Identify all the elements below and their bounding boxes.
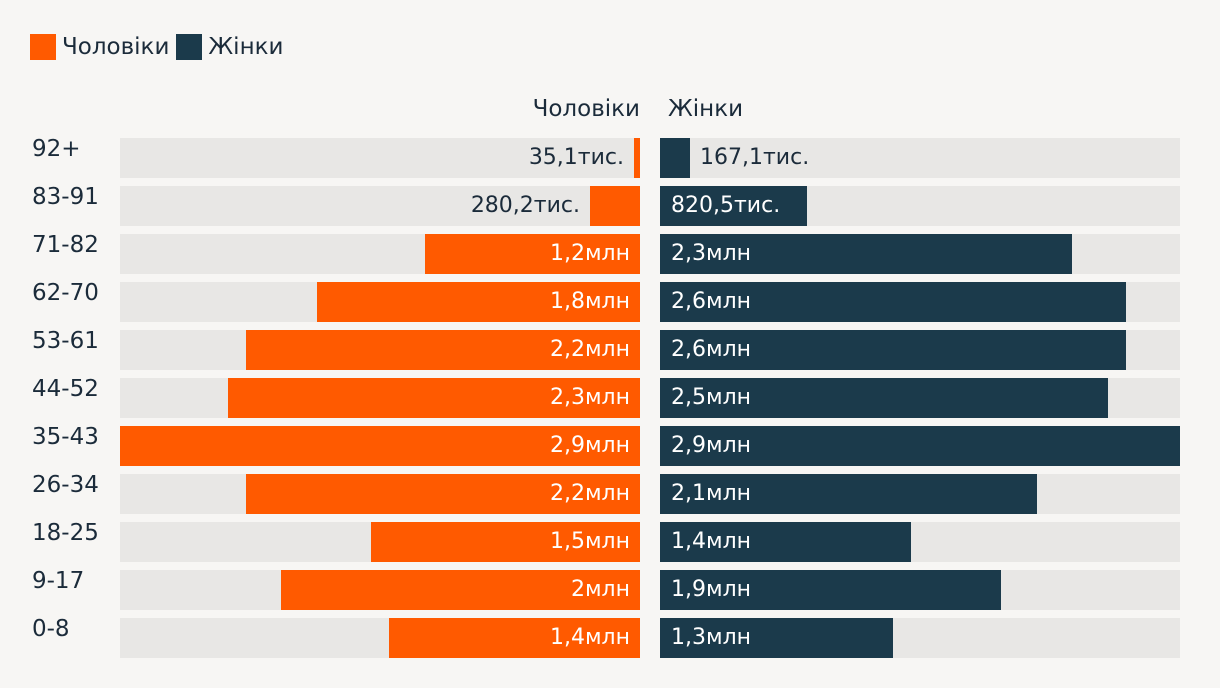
bar-track-men: 2,2млн [120, 330, 640, 370]
value-label-women: 2,6млн [671, 337, 752, 362]
chart-row: 26-34 2,2млн 2,1млн [0, 472, 1220, 514]
bar-men [317, 282, 640, 322]
value-label-men: 2,9млн [549, 433, 630, 458]
bar-track-women: 2,5млн [660, 378, 1180, 418]
bar-track-men: 1,5млн [120, 522, 640, 562]
bar-track-women: 167,1тис. [660, 138, 1180, 178]
bar-track-men: 1,8млн [120, 282, 640, 322]
bar-men [634, 138, 640, 178]
bar-track-women: 2,1млн [660, 474, 1180, 514]
bar-men [389, 618, 640, 658]
legend-swatch-women [176, 34, 203, 60]
bar-track-men: 2млн [120, 570, 640, 610]
value-label-women: 2,9млн [671, 433, 752, 458]
chart-row: 92+ 35,1тис. 167,1тис. [0, 136, 1220, 178]
legend: Чоловіки Жінки [30, 34, 290, 60]
age-group-label: 35-43 [32, 424, 99, 450]
bar-women [660, 234, 1072, 274]
value-label-men: 2,2млн [549, 481, 630, 506]
bar-track-women: 1,4млн [660, 522, 1180, 562]
age-group-label: 71-82 [32, 232, 99, 258]
bar-track-women: 2,6млн [660, 330, 1180, 370]
bar-track-men: 280,2тис. [120, 186, 640, 226]
bar-track-women: 820,5тис. [660, 186, 1180, 226]
bar-men [246, 330, 640, 370]
value-label-men: 1,2млн [549, 241, 630, 266]
legend-swatch-men [30, 34, 56, 60]
bar-women [660, 426, 1180, 466]
bar-men [425, 234, 640, 274]
bar-track-women: 1,9млн [660, 570, 1180, 610]
bar-men [246, 474, 640, 514]
age-group-label: 62-70 [32, 280, 99, 306]
value-label-women: 1,4млн [671, 529, 752, 554]
value-label-women: 1,3млн [671, 625, 752, 650]
bar-track-women: 2,9млн [660, 426, 1180, 466]
age-group-label: 83-91 [32, 184, 99, 210]
bar-men [120, 426, 640, 466]
bar-track-men: 35,1тис. [120, 138, 640, 178]
bar-men [371, 522, 640, 562]
chart-row: 53-61 2,2млн 2,6млн [0, 328, 1220, 370]
value-label-men: 2,2млн [549, 337, 630, 362]
value-label-women: 1,9млн [671, 577, 752, 602]
bar-men [281, 570, 640, 610]
chart-row: 71-82 1,2млн 2,3млн [0, 232, 1220, 274]
legend-label-women: Жінки [208, 34, 284, 60]
chart-row: 62-70 1,8млн 2,6млн [0, 280, 1220, 322]
value-label-men: 2млн [570, 577, 630, 602]
bar-men [590, 186, 640, 226]
bar-track-men: 2,3млн [120, 378, 640, 418]
bar-women [660, 186, 807, 226]
value-label-men: 1,4млн [549, 625, 630, 650]
legend-item-women: Жінки [176, 34, 283, 60]
bar-track-women: 1,3млн [660, 618, 1180, 658]
bar-women [660, 138, 690, 178]
bar-track-men: 1,2млн [120, 234, 640, 274]
bar-women [660, 570, 1001, 610]
bar-track-men: 2,2млн [120, 474, 640, 514]
legend-item-men: Чоловіки [30, 34, 169, 60]
chart-row: 83-91 280,2тис. 820,5тис. [0, 184, 1220, 226]
age-group-label: 0-8 [32, 616, 70, 642]
bar-women [660, 378, 1108, 418]
bar-women [660, 474, 1037, 514]
value-label-men: 2,3млн [549, 385, 630, 410]
age-group-label: 9-17 [32, 568, 85, 594]
bar-track-women: 2,3млн [660, 234, 1180, 274]
bar-men [228, 378, 640, 418]
value-label-women: 2,1млн [671, 481, 752, 506]
bar-track-women: 2,6млн [660, 282, 1180, 322]
age-group-label: 92+ [32, 136, 81, 162]
age-group-label: 18-25 [32, 520, 99, 546]
chart-row: 9-17 2млн 1,9млн [0, 568, 1220, 610]
column-header-men: Чоловіки [532, 96, 640, 122]
value-label-men: 1,8млн [549, 289, 630, 314]
age-group-label: 44-52 [32, 376, 99, 402]
bar-track-men: 1,4млн [120, 618, 640, 658]
bar-women [660, 618, 893, 658]
value-label-men: 1,5млн [549, 529, 630, 554]
bar-women [660, 282, 1126, 322]
value-label-men: 35,1тис. [528, 145, 624, 170]
age-group-label: 26-34 [32, 472, 99, 498]
bar-women [660, 522, 911, 562]
value-label-women: 820,5тис. [671, 193, 781, 218]
value-label-women: 2,6млн [671, 289, 752, 314]
column-header-women: Жінки [668, 96, 744, 122]
legend-label-men: Чоловіки [62, 34, 170, 60]
value-label-men: 280,2тис. [470, 193, 580, 218]
chart-row: 0-8 1,4млн 1,3млн [0, 616, 1220, 658]
chart-row: 44-52 2,3млн 2,5млн [0, 376, 1220, 418]
value-label-women: 167,1тис. [700, 145, 810, 170]
value-label-women: 2,3млн [671, 241, 752, 266]
bar-track-men: 2,9млн [120, 426, 640, 466]
age-group-label: 53-61 [32, 328, 99, 354]
chart-row: 35-43 2,9млн 2,9млн [0, 424, 1220, 466]
chart-row: 18-25 1,5млн 1,4млн [0, 520, 1220, 562]
bar-women [660, 330, 1126, 370]
value-label-women: 2,5млн [671, 385, 752, 410]
